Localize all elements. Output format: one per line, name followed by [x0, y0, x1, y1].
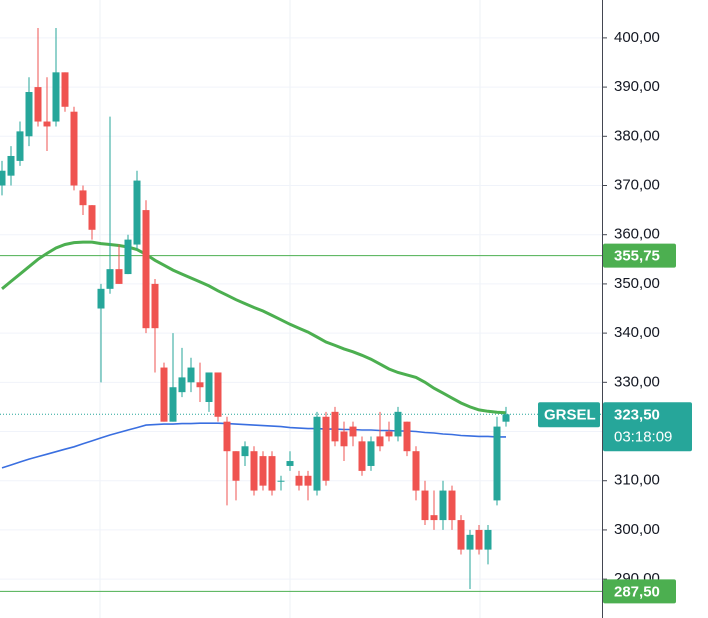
candle-body	[385, 431, 393, 437]
candle-body	[160, 367, 168, 422]
candle-body	[169, 387, 177, 422]
candle-body	[124, 239, 132, 275]
candle-body	[295, 475, 303, 486]
candle-body	[403, 421, 411, 452]
candle-body	[502, 414, 510, 422]
candle-body	[313, 416, 321, 491]
candle-body	[349, 426, 357, 437]
candle-body	[466, 534, 474, 550]
y-tick-label: 360,00	[614, 226, 660, 243]
candle-body	[97, 288, 105, 309]
candle-body	[232, 451, 240, 481]
candle-body	[457, 520, 465, 550]
y-tick-label: 370,00	[614, 176, 660, 193]
candle-body	[79, 190, 87, 206]
candle-body	[133, 180, 141, 245]
candle-body	[358, 441, 366, 471]
candle-body	[340, 431, 348, 447]
y-tick-label: 310,00	[614, 472, 660, 489]
candle-body	[7, 155, 15, 176]
y-tick-label: 340,00	[614, 324, 660, 341]
candle-body	[187, 367, 195, 383]
price-label-box	[603, 243, 676, 268]
candle-body	[0, 170, 6, 186]
moving-average	[1, 422, 506, 469]
candle-body	[367, 441, 375, 466]
symbol-box	[538, 402, 600, 428]
y-tick-label: 350,00	[614, 275, 660, 292]
candle-body	[322, 416, 330, 481]
candle-body	[178, 377, 186, 393]
candle-body	[430, 515, 438, 521]
candle-body	[61, 72, 69, 107]
candle-body	[412, 451, 420, 491]
candle-body	[484, 529, 492, 550]
candle-body	[151, 283, 159, 329]
last-price-box	[603, 402, 692, 452]
candle-body	[88, 205, 96, 230]
symbol-label: GRSEL	[544, 406, 596, 423]
candle-body	[142, 210, 150, 329]
candle-body	[277, 480, 285, 482]
y-tick-label: 390,00	[614, 78, 660, 95]
candle-body	[268, 456, 276, 491]
candle-body	[205, 372, 213, 402]
candle-body	[331, 411, 339, 442]
candle-body	[52, 72, 60, 122]
candle-body	[106, 269, 114, 289]
candle-body	[259, 456, 267, 486]
price-label-box	[603, 579, 676, 604]
candle-body	[25, 92, 33, 137]
candle-body	[439, 490, 447, 521]
candle-body	[43, 121, 51, 127]
y-tick-label: 300,00	[614, 521, 660, 538]
y-tick-label: 400,00	[614, 29, 660, 46]
candle-body	[250, 451, 258, 491]
countdown-label: 03:18:09	[614, 428, 672, 445]
y-tick-label: 380,00	[614, 127, 660, 144]
candle-body	[70, 111, 78, 186]
candle-body	[376, 436, 384, 447]
candle-body	[196, 382, 204, 388]
candle-body	[286, 461, 294, 466]
price-label: 355,75	[614, 248, 660, 265]
candle-body	[421, 490, 429, 521]
candle-body	[223, 421, 231, 452]
candle-body	[34, 87, 42, 122]
candle-body	[16, 131, 24, 161]
candle-body	[394, 411, 402, 437]
y-tick-label: 330,00	[614, 373, 660, 390]
candle-body	[304, 475, 312, 486]
candle-body	[448, 490, 456, 521]
candle-body	[115, 269, 123, 284]
candle-body	[475, 529, 483, 550]
candle-body	[493, 426, 501, 501]
candle-body	[241, 446, 249, 457]
moving-average	[1, 240, 507, 415]
last-price-label: 323,50	[614, 406, 660, 423]
price-label: 287,50	[614, 583, 660, 600]
candle-body	[214, 372, 222, 417]
